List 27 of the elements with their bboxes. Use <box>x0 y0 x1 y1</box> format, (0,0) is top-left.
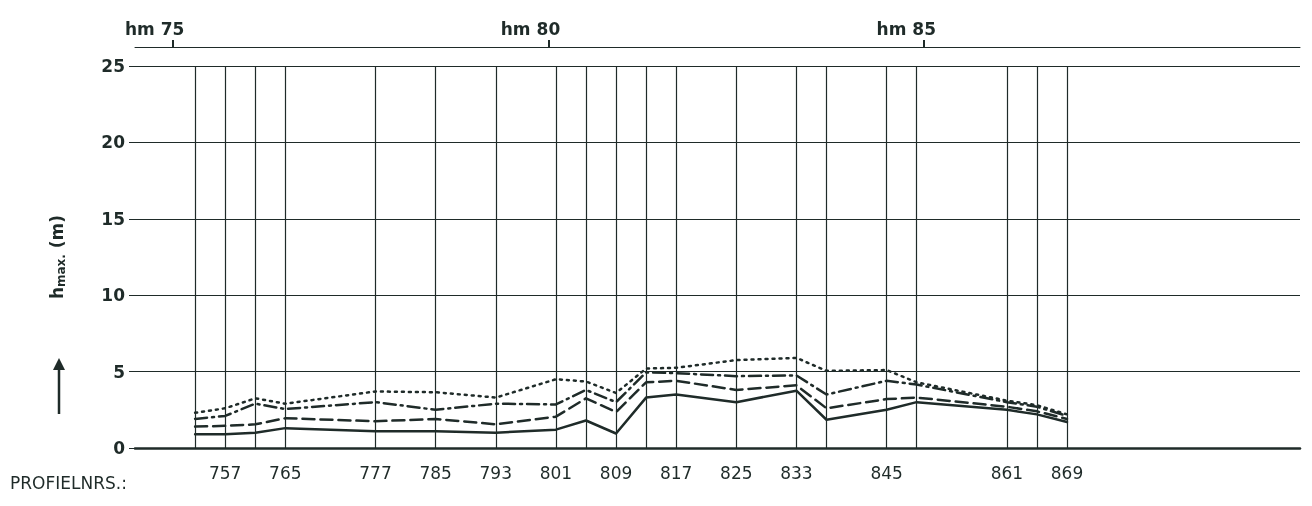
text: hm <box>876 18 907 39</box>
y-axis-title: hmax. (m) <box>47 214 68 300</box>
y-tick-label: 0 <box>113 438 126 458</box>
x2-axis-title: hm <box>124 18 155 39</box>
x-tick-label: 765 <box>269 462 302 483</box>
x-tick-label: 833 <box>780 462 813 483</box>
x-tick-label: 757 <box>208 462 242 483</box>
x-tick-label: 801 <box>539 462 573 483</box>
x2-tick-label: 75 <box>160 18 185 39</box>
x-tick-label: 861 <box>990 462 1024 483</box>
x-tick-label: 845 <box>870 462 903 483</box>
x2-tick-label: 80 <box>536 18 561 39</box>
y-tick-label: 5 <box>113 361 125 382</box>
x-tick-label: 869 <box>1050 462 1084 483</box>
x-axis-title: PROFIELNRS.: <box>10 472 127 493</box>
text: hm <box>500 18 531 39</box>
x-tick-label: 793 <box>479 462 512 483</box>
y-tick-label: 20 <box>101 132 126 153</box>
x-tick-label: 809 <box>599 462 633 483</box>
y-tick-label: 15 <box>101 208 125 229</box>
y-tick-label: 10 <box>101 285 126 306</box>
y-tick-label: 25 <box>101 56 125 76</box>
x-tick-label: 825 <box>720 462 753 483</box>
x2-tick-label: 85 <box>912 18 937 39</box>
x-tick-label: 785 <box>419 462 452 483</box>
x-tick-label: 777 <box>359 462 392 483</box>
x-tick-label: 817 <box>659 462 693 483</box>
